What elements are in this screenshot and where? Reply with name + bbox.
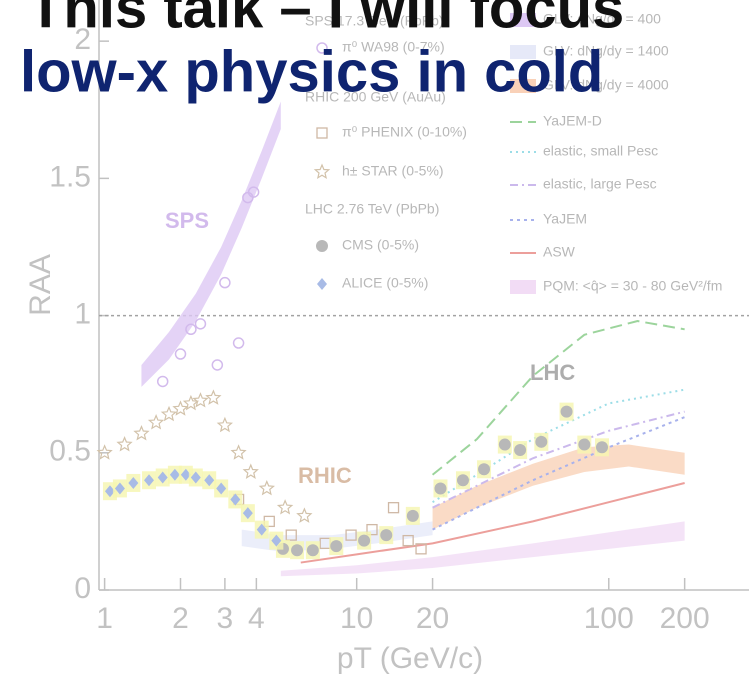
legend-label: elastic, small Pesc <box>543 143 658 159</box>
marker <box>298 509 311 522</box>
heading-line: This talk – I will focus <box>28 0 624 40</box>
marker <box>218 418 231 431</box>
marker <box>244 465 257 478</box>
marker <box>358 535 370 547</box>
marker <box>194 394 207 407</box>
x-tick-label: 2 <box>172 602 189 635</box>
marker <box>380 529 392 541</box>
x-axis-label: pT (GeV/c) <box>337 642 483 675</box>
marker <box>212 360 222 370</box>
marker <box>407 510 419 522</box>
annotation: SPS <box>165 208 209 233</box>
marker <box>135 427 148 440</box>
marker <box>578 439 590 451</box>
marker <box>175 349 185 359</box>
marker <box>478 463 490 475</box>
marker <box>220 278 230 288</box>
marker <box>162 407 175 420</box>
marker <box>195 319 205 329</box>
y-axis-label: RAA <box>24 254 57 316</box>
x-tick-label: 1 <box>96 602 113 635</box>
legend-label: YaJEM-D <box>543 113 602 129</box>
y-tick-label: 0 <box>74 572 91 605</box>
marker <box>149 416 162 429</box>
x-tick-label: 20 <box>416 602 449 635</box>
band <box>141 102 280 387</box>
marker <box>514 444 526 456</box>
x-tick-label: 100 <box>584 602 634 635</box>
x-tick-label: 4 <box>248 602 265 635</box>
marker <box>291 544 303 556</box>
marker <box>307 544 319 556</box>
marker <box>561 406 573 418</box>
legend-marker <box>315 165 328 178</box>
heading-line: low-x physics in cold <box>20 39 603 104</box>
marker <box>535 436 547 448</box>
x-tick-label: 200 <box>660 602 710 635</box>
marker <box>457 474 469 486</box>
legend-label: ALICE (0-5%) <box>342 275 428 291</box>
marker <box>207 391 220 404</box>
marker <box>158 376 168 386</box>
legend-label: YaJEM <box>543 211 587 227</box>
marker <box>278 501 291 514</box>
marker <box>118 438 131 451</box>
marker <box>434 482 446 494</box>
legend-label: CMS (0-5%) <box>342 237 419 253</box>
legend-label: π⁰ PHENIX (0-10%) <box>342 124 467 140</box>
marker <box>330 540 342 552</box>
legend-label: PQM: <q̂> = 30 - 80 GeV²/fm <box>543 278 722 294</box>
curve <box>433 390 685 503</box>
legend-marker <box>316 240 328 252</box>
annotation: RHIC <box>298 463 352 488</box>
marker <box>234 338 244 348</box>
annotation: LHC 2.76 TeV (PbPb) <box>305 201 439 217</box>
legend-marker <box>317 278 327 290</box>
marker <box>389 503 399 513</box>
band <box>433 445 685 530</box>
x-tick-label: 10 <box>340 602 373 635</box>
legend-marker <box>317 128 327 138</box>
marker <box>260 482 273 495</box>
x-tick-label: 3 <box>217 602 234 635</box>
marker <box>596 441 608 453</box>
legend-label: elastic, large Pesc <box>543 176 657 192</box>
legend-label: h± STAR (0-5%) <box>342 163 444 179</box>
legend-label: ASW <box>543 244 576 260</box>
marker <box>232 446 245 459</box>
y-tick-label: 1 <box>74 298 91 331</box>
y-tick-label: 0.5 <box>49 435 91 468</box>
legend-swatch <box>510 280 536 294</box>
y-tick-label: 1.5 <box>49 160 91 193</box>
slide: 00.511.5212341020100200RAApT (GeV/c)SPS … <box>0 0 749 685</box>
marker <box>499 439 511 451</box>
